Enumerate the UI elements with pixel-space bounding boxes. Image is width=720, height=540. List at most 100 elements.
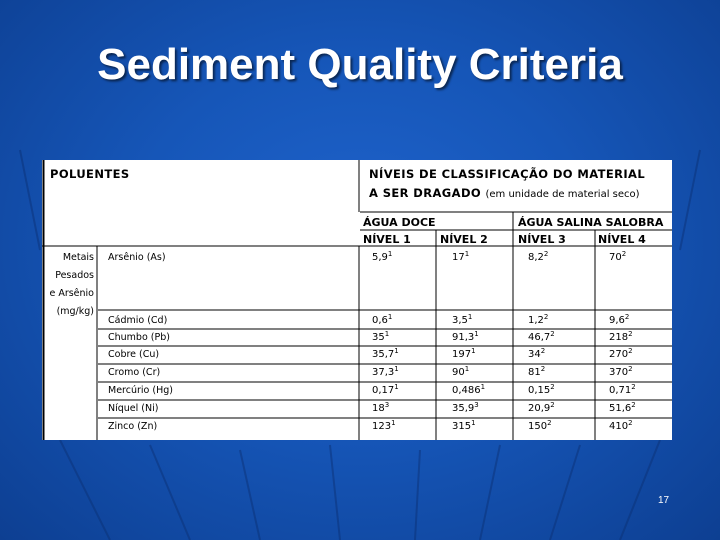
row-arsenio-level4: 702 bbox=[609, 250, 627, 263]
value: 20,9 bbox=[528, 403, 551, 414]
footnote: 2 bbox=[543, 313, 549, 321]
value: 0,17 bbox=[372, 385, 395, 396]
row-cromo-name: Cromo (Cr) bbox=[108, 367, 161, 378]
level-2-header: NÍVEL 2 bbox=[440, 233, 488, 246]
row-mercurio-level4: 0,712 bbox=[609, 383, 636, 396]
value: 46,7 bbox=[528, 332, 551, 343]
value: 370 bbox=[609, 367, 629, 378]
row-cromo-level3: 812 bbox=[528, 365, 546, 378]
fresh-water-header: ÁGUA DOCE bbox=[363, 216, 436, 229]
slide-title: Sediment Quality Criteria bbox=[97, 40, 623, 89]
footnote: 2 bbox=[550, 401, 555, 409]
pollutants-header: POLUENTES bbox=[50, 167, 130, 181]
row-chumbo-level3: 46,72 bbox=[528, 330, 555, 343]
footnote: 3 bbox=[384, 401, 390, 409]
salt-water-header: ÁGUA SALINA SALOBRA bbox=[518, 216, 664, 229]
row-chumbo-level4: 2182 bbox=[609, 331, 633, 343]
value: 35 bbox=[372, 332, 385, 343]
value: 0,71 bbox=[609, 385, 632, 396]
value: 3,5 bbox=[452, 315, 468, 326]
row-chumbo-name: Chumbo (Pb) bbox=[108, 332, 170, 343]
footnote: 2 bbox=[540, 347, 546, 355]
value: 315 bbox=[452, 421, 472, 432]
value: 81 bbox=[528, 367, 541, 378]
classification-line2-text: A SER DRAGADO bbox=[369, 186, 482, 200]
footnote: 1 bbox=[394, 383, 399, 391]
footnote: 2 bbox=[540, 365, 546, 373]
row-cobre-level2: 1971 bbox=[452, 348, 476, 360]
row-zinco-level2: 3151 bbox=[452, 420, 476, 432]
group-label-line2: Pesados bbox=[55, 270, 94, 281]
row-niquel-name: Níquel (Ni) bbox=[108, 403, 159, 414]
value: 0,6 bbox=[372, 315, 388, 326]
value: 270 bbox=[609, 349, 629, 360]
criteria-table: POLUENTES NÍVEIS DE CLASSIFICAÇÃO DO MAT… bbox=[42, 160, 672, 440]
row-cromo-level2: 901 bbox=[452, 366, 469, 378]
row-niquel-level1: 183 bbox=[372, 401, 390, 414]
value: 5,9 bbox=[372, 252, 388, 263]
row-cadmio-level2: 3,51 bbox=[452, 313, 473, 326]
value: 0,486 bbox=[452, 385, 481, 396]
row-cromo-level1: 37,31 bbox=[372, 366, 399, 378]
row-arsenio-name: Arsênio (As) bbox=[108, 252, 166, 263]
value: 17 bbox=[452, 252, 465, 263]
footnote: 2 bbox=[631, 401, 636, 409]
row-cadmio-level3: 1,22 bbox=[528, 313, 549, 326]
footnote: 1 bbox=[467, 313, 473, 321]
footnote: 1 bbox=[387, 313, 393, 321]
row-cadmio-level1: 0,61 bbox=[372, 313, 393, 326]
row-zinco-name: Zinco (Zn) bbox=[108, 421, 158, 432]
footnote: 1 bbox=[480, 383, 486, 391]
footnote: 2 bbox=[550, 383, 555, 391]
row-arsenio-level1: 5,91 bbox=[372, 251, 392, 263]
value: 90 bbox=[452, 367, 465, 378]
value: 8,2 bbox=[528, 252, 544, 263]
row-cobre-level3: 342 bbox=[528, 347, 546, 360]
footnote: 2 bbox=[621, 250, 627, 258]
footnote: 2 bbox=[628, 365, 633, 373]
value: 35,9 bbox=[452, 403, 475, 414]
footnote: 1 bbox=[464, 250, 470, 258]
page-number: 17 bbox=[658, 495, 670, 506]
classification-header: NÍVEIS DE CLASSIFICAÇÃO DO MATERIAL bbox=[369, 167, 646, 181]
row-zinco-level3: 1502 bbox=[528, 420, 552, 432]
group-label-line4: (mg/kg) bbox=[56, 306, 94, 317]
row-cobre-level4: 2702 bbox=[609, 347, 633, 360]
value: 123 bbox=[372, 421, 392, 432]
level-1-header: NÍVEL 1 bbox=[363, 233, 411, 246]
group-label-line3: e Arsênio bbox=[49, 288, 94, 299]
row-cobre-level1: 35,71 bbox=[372, 347, 399, 360]
row-mercurio-name: Mercúrio (Hg) bbox=[108, 385, 173, 396]
value: 1,2 bbox=[528, 315, 544, 326]
value: 9,6 bbox=[609, 315, 625, 326]
row-cadmio-level4: 9,62 bbox=[609, 314, 629, 326]
footnote: 2 bbox=[550, 330, 555, 338]
row-cobre-name: Cobre (Cu) bbox=[108, 349, 160, 360]
row-niquel-level3: 20,92 bbox=[528, 401, 555, 414]
footnote: 2 bbox=[628, 347, 633, 355]
row-chumbo-level1: 351 bbox=[372, 331, 389, 343]
row-arsenio-level2: 171 bbox=[452, 250, 470, 263]
level-3-header: NÍVEL 3 bbox=[518, 233, 566, 246]
value: 218 bbox=[609, 332, 629, 343]
row-chumbo-level2: 91,31 bbox=[452, 331, 479, 343]
row-mercurio-level3: 0,152 bbox=[528, 383, 555, 396]
classification-header-line2: A SER DRAGADO (em unidade de material se… bbox=[369, 186, 640, 200]
footnote: 1 bbox=[391, 419, 396, 427]
value: 35,7 bbox=[372, 349, 395, 360]
row-mercurio-level1: 0,171 bbox=[372, 383, 399, 396]
value: 197 bbox=[452, 349, 472, 360]
value: 70 bbox=[609, 252, 622, 263]
footnote: 1 bbox=[394, 347, 399, 355]
value: 91,3 bbox=[452, 332, 475, 343]
value: 0,15 bbox=[528, 385, 551, 396]
row-niquel-level2: 35,93 bbox=[452, 401, 479, 414]
value: 51,6 bbox=[609, 403, 632, 414]
classification-unit: (em unidade de material seco) bbox=[485, 189, 640, 200]
footnote: 2 bbox=[631, 383, 636, 391]
row-zinco-level1: 1231 bbox=[372, 419, 396, 432]
value: 410 bbox=[609, 421, 629, 432]
footnote: 3 bbox=[474, 401, 479, 409]
